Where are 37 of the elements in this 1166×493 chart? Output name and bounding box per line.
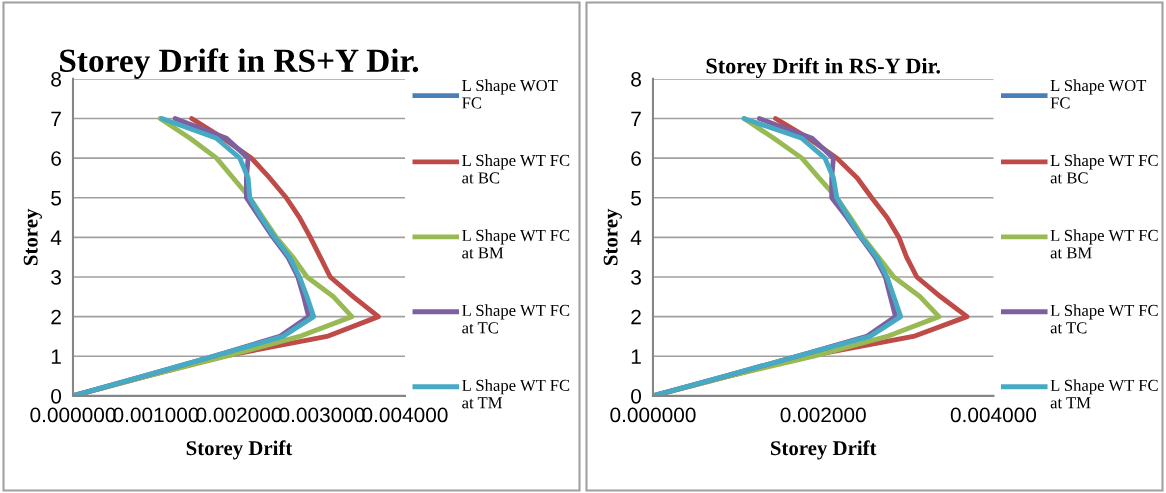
y-tick-label: 3 xyxy=(631,270,641,285)
y-tick-label: 4 xyxy=(50,230,62,245)
x-tick-label: 0.002000 xyxy=(780,407,866,423)
legend-label: L Shape WT FC at BC xyxy=(462,154,570,184)
y-tick-label: 3 xyxy=(51,270,61,285)
y-tick-label: 0 xyxy=(631,388,642,404)
legend-label: L Shape WT FC at BM xyxy=(1050,229,1158,259)
y-tick-label: 2 xyxy=(631,309,641,325)
y-axis-title: Storey xyxy=(23,208,42,266)
legend-label: L Shape WOT FC xyxy=(462,79,558,109)
legend-label: L Shape WT FC at BC xyxy=(1050,154,1158,184)
legend-label: L Shape WOT FC xyxy=(1050,79,1147,109)
y-tick-label: 6 xyxy=(631,151,641,166)
y-tick-label: 1 xyxy=(631,349,641,364)
legend-label: L Shape WT FC at TC xyxy=(462,304,570,334)
x-axis-title: Storey Drift xyxy=(770,440,877,460)
y-tick-label: 6 xyxy=(51,151,61,166)
y-tick-label: 5 xyxy=(51,190,62,206)
y-tick-label: 4 xyxy=(630,230,642,245)
y-tick-label: 8 xyxy=(631,71,641,87)
legend-label: L Shape WT FC at TC xyxy=(1050,304,1158,334)
chart-title: Storey Drift in RS-Y Dir. xyxy=(706,57,941,79)
legend-label: L Shape WT FC at TM xyxy=(1050,379,1158,409)
x-tick-label: 0.000000 xyxy=(610,407,696,423)
y-axis-title: Storey xyxy=(603,208,622,266)
y-tick-label: 2 xyxy=(51,309,61,325)
y-tick-label: 0 xyxy=(51,388,62,404)
y-tick-label: 5 xyxy=(631,190,641,206)
x-axis-title: Storey Drift xyxy=(186,440,293,460)
x-tick-label: 0.004000 xyxy=(950,407,1037,423)
legend-label: L Shape WT FC at BM xyxy=(462,229,570,259)
y-tick-label: 8 xyxy=(51,71,61,87)
legend-label: L Shape WT FC at TM xyxy=(462,379,570,409)
y-tick-label: 1 xyxy=(51,349,61,364)
y-tick-label: 7 xyxy=(51,111,61,127)
chart-title: Storey Drift in RS+Y Dir. xyxy=(60,48,419,79)
y-tick-label: 7 xyxy=(631,111,641,127)
